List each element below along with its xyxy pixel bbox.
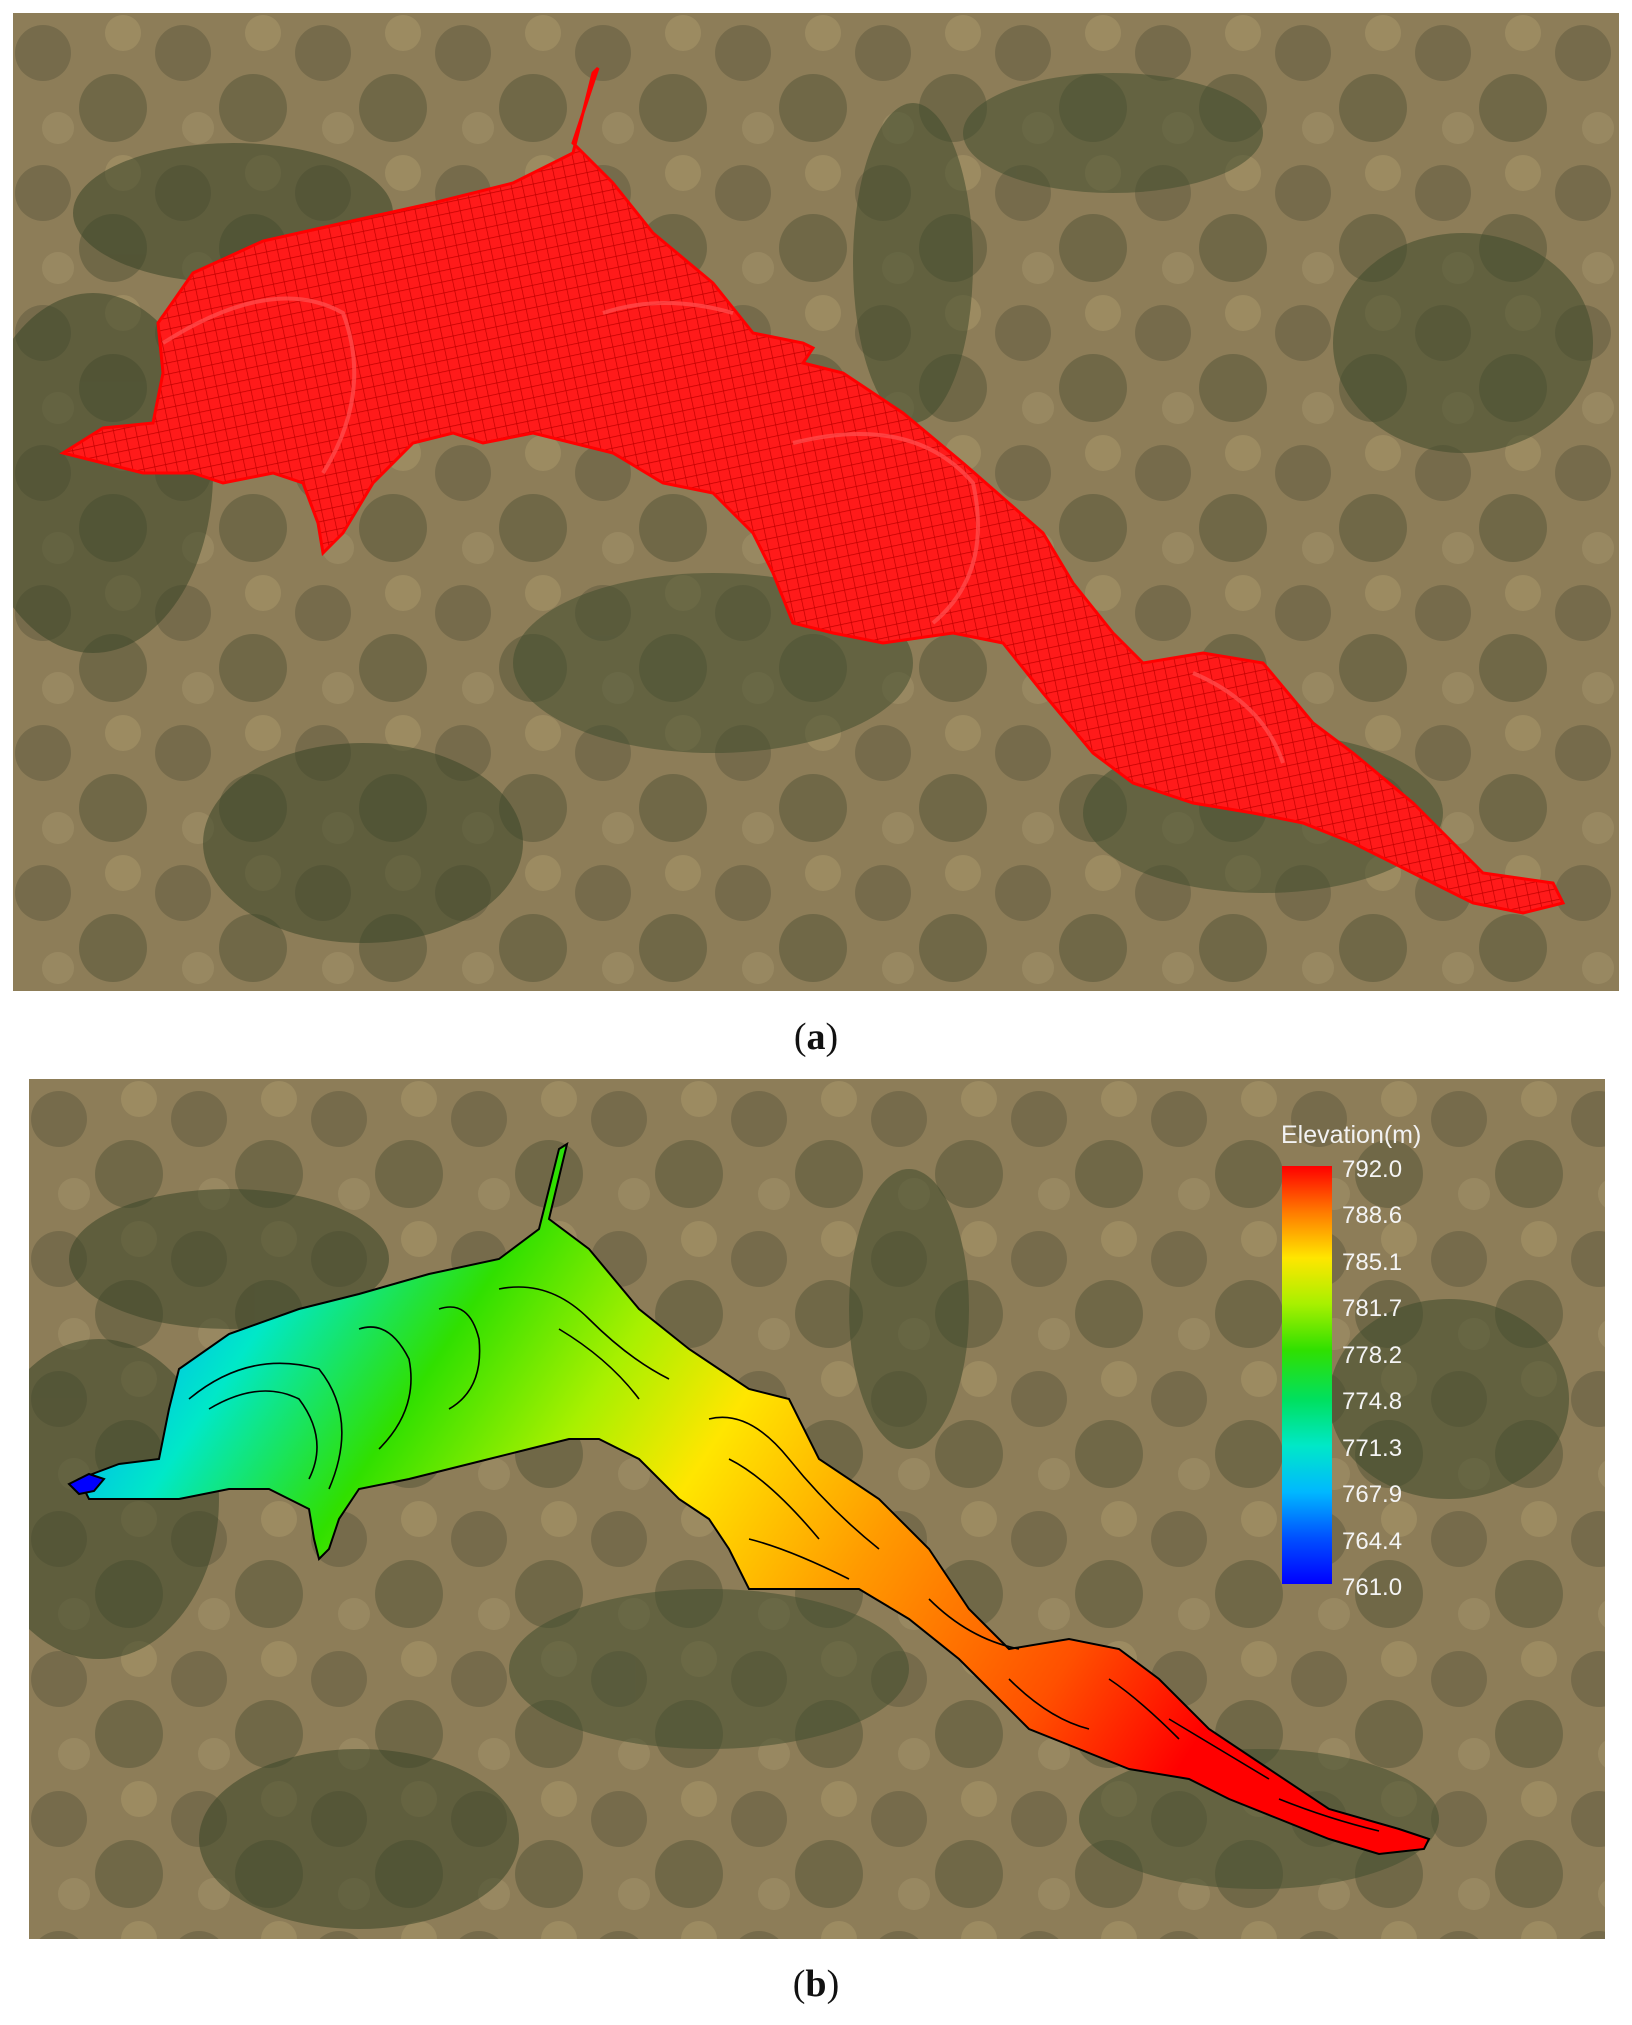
legend-label: 778.2 xyxy=(1342,1341,1403,1369)
mesh-map xyxy=(13,13,1619,991)
legend-colorbar xyxy=(1282,1166,1332,1584)
legend-label: 771.3 xyxy=(1342,1434,1403,1462)
legend-label: 774.8 xyxy=(1342,1388,1403,1416)
legend-label: 781.7 xyxy=(1342,1295,1403,1323)
legend-label: 792.0 xyxy=(1342,1156,1403,1183)
legend-label: 764.4 xyxy=(1342,1527,1403,1555)
mesh-panel xyxy=(13,13,1619,991)
contour-lines xyxy=(188,1286,1380,1832)
legend-label: 785.1 xyxy=(1342,1248,1403,1276)
legend-label: 761.0 xyxy=(1342,1574,1403,1601)
mesh-outline xyxy=(59,66,1566,915)
legend-label: 767.9 xyxy=(1342,1481,1403,1509)
panel-a-caption: (a) xyxy=(793,1016,839,1058)
elevation-map xyxy=(29,1079,1605,1939)
elevation-panel xyxy=(29,1079,1605,1939)
panel-b-caption: (b) xyxy=(792,1963,840,2005)
vegetation-patches xyxy=(29,1169,1569,1929)
mesh-refinement-zones xyxy=(161,296,1285,764)
legend-title: Elevation(m) xyxy=(1281,1121,1422,1149)
elevation-surface xyxy=(77,1141,1431,1856)
lowest-outlet xyxy=(67,1472,106,1496)
legend-label: 788.6 xyxy=(1342,1202,1403,1230)
